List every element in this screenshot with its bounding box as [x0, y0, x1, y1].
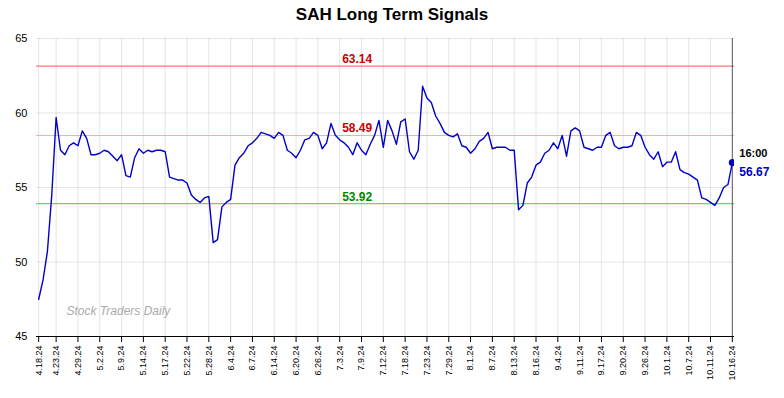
- svg-text:16:00: 16:00: [739, 147, 767, 159]
- svg-text:5.2.24: 5.2.24: [95, 346, 105, 371]
- svg-text:5.9.24: 5.9.24: [116, 346, 126, 371]
- svg-text:5.14.24: 5.14.24: [138, 346, 148, 376]
- svg-text:10.1.24: 10.1.24: [662, 346, 672, 376]
- svg-text:5.17.24: 5.17.24: [160, 346, 170, 376]
- svg-text:10.11.24: 10.11.24: [705, 346, 715, 380]
- svg-text:5.28.24: 5.28.24: [204, 346, 214, 376]
- svg-text:6.20.24: 6.20.24: [291, 346, 301, 376]
- svg-text:8.16.24: 8.16.24: [531, 346, 541, 376]
- html-text:SAH Long Term Signals: SAH Long Term Signals: [295, 5, 489, 24]
- svg-text:8.7.24: 8.7.24: [487, 346, 497, 371]
- svg-text:9.4.24: 9.4.24: [553, 346, 563, 371]
- svg-text:45: 45: [15, 330, 27, 342]
- svg-text:5.22.24: 5.22.24: [182, 346, 192, 376]
- svg-text:4.29.24: 4.29.24: [73, 346, 83, 376]
- svg-text:9.11.24: 9.11.24: [575, 346, 585, 375]
- svg-text:7.23.24: 7.23.24: [422, 346, 432, 376]
- svg-text:7.3.24: 7.3.24: [335, 346, 345, 371]
- svg-text:7.12.24: 7.12.24: [378, 346, 388, 376]
- svg-text:10.16.24: 10.16.24: [727, 346, 737, 381]
- svg-text:58.49: 58.49: [342, 121, 372, 135]
- svg-text:10.7.24: 10.7.24: [684, 346, 694, 376]
- svg-text:4.23.24: 4.23.24: [51, 346, 61, 376]
- svg-text:4.18.24: 4.18.24: [34, 346, 44, 376]
- svg-text:55: 55: [15, 181, 27, 193]
- svg-text:9.17.24: 9.17.24: [596, 346, 606, 376]
- svg-text:9.26.24: 9.26.24: [640, 346, 650, 376]
- svg-text:8.13.24: 8.13.24: [509, 346, 519, 376]
- svg-text:60: 60: [15, 107, 27, 119]
- svg-text:63.14: 63.14: [342, 52, 372, 66]
- svg-text:56.67: 56.67: [739, 165, 769, 179]
- svg-text:9.20.24: 9.20.24: [618, 346, 628, 376]
- svg-text:8.1.24: 8.1.24: [465, 346, 475, 371]
- svg-text:53.92: 53.92: [342, 190, 372, 204]
- svg-text:50: 50: [15, 256, 27, 268]
- svg-text:6.26.24: 6.26.24: [313, 346, 323, 376]
- svg-text:6.7.24: 6.7.24: [247, 346, 257, 371]
- svg-text:6.14.24: 6.14.24: [269, 346, 279, 376]
- svg-text:6.4.24: 6.4.24: [226, 346, 236, 371]
- svg-text:7.9.24: 7.9.24: [356, 346, 366, 371]
- svg-text:7.18.24: 7.18.24: [400, 346, 410, 376]
- svg-text:65: 65: [15, 32, 27, 44]
- svg-text:Stock Traders Daily: Stock Traders Daily: [67, 304, 172, 318]
- svg-text:7.29.24: 7.29.24: [444, 346, 454, 376]
